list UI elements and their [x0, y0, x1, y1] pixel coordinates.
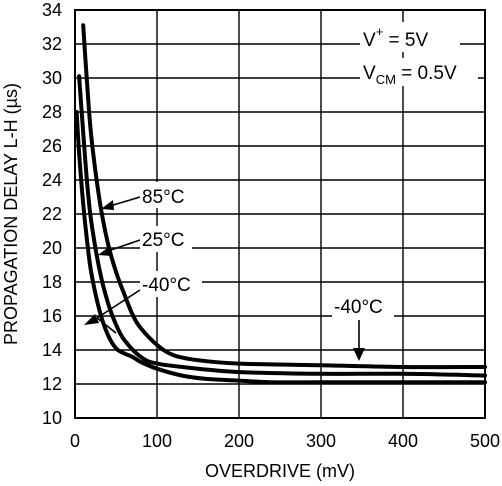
annotation-85c: 85°C	[101, 182, 192, 210]
x-tick-label: 100	[142, 431, 172, 451]
series-line-25c	[77, 74, 487, 378]
series-line-minus40c	[74, 110, 487, 385]
y-tick-label: 28	[42, 102, 62, 122]
annotation-85c-arrowhead	[101, 200, 114, 210]
x-tick-label: 400	[388, 431, 418, 451]
y-axis-label: PROPAGATION DELAY L-H (µs)	[1, 83, 21, 345]
tick-labels: 0 100 200 300 400 500 10 12 14 16 18 20 22 24 26 28 30 32…	[42, 0, 500, 451]
annotation-25c-label: 25°C	[142, 230, 184, 251]
annotation-85c-label: 85°C	[142, 187, 184, 208]
x-tick-label: 300	[306, 431, 336, 451]
x-tick-label: 200	[224, 431, 254, 451]
v-plus-condition: V+ = 5V	[363, 24, 429, 51]
x-axis-label: OVERDRIVE (mV)	[205, 461, 355, 481]
annotation-25c-arrowhead	[98, 246, 112, 256]
y-tick-label: 18	[42, 272, 62, 292]
y-tick-label: 32	[42, 34, 62, 54]
y-tick-label: 34	[42, 0, 62, 20]
x-tick-label: 0	[70, 431, 80, 451]
series-line-85c	[81, 23, 487, 370]
annotation-minus40c-right: -40°C	[332, 294, 394, 361]
annotation-minus40c-left-label: -40°C	[142, 275, 191, 296]
annotation-minus40c-left-pointer-2	[96, 317, 117, 334]
conditions-bg-2	[360, 58, 478, 86]
y-tick-label: 16	[42, 306, 62, 326]
y-tick-label: 24	[42, 170, 62, 190]
plot-frame	[74, 9, 486, 419]
y-tick-label: 12	[42, 374, 62, 394]
y-tick-label: 20	[42, 238, 62, 258]
annotation-25c-pointer	[107, 239, 141, 252]
series-curves	[74, 23, 487, 385]
annotation-minus40c-left: -40°C	[84, 271, 202, 334]
y-tick-label: 10	[42, 408, 62, 428]
annotation-minus40c-right-arrowhead	[353, 348, 365, 361]
vcm-condition: VCM = 0.5V	[363, 63, 457, 87]
x-tick-label: 500	[470, 431, 500, 451]
y-tick-label: 30	[42, 68, 62, 88]
annotation-minus40c-left-pointer-1	[96, 289, 141, 319]
annotation-minus40c-right-label: -40°C	[334, 297, 383, 318]
y-tick-label: 14	[42, 340, 62, 360]
y-tick-label: 22	[42, 204, 62, 224]
annotation-minus40c-left-arrowhead-1	[84, 314, 99, 325]
y-tick-label: 26	[42, 136, 62, 156]
conditions-bg-1	[360, 22, 460, 52]
annotation-85c-pointer	[109, 196, 141, 207]
annotation-25c: 25°C	[98, 226, 192, 256]
